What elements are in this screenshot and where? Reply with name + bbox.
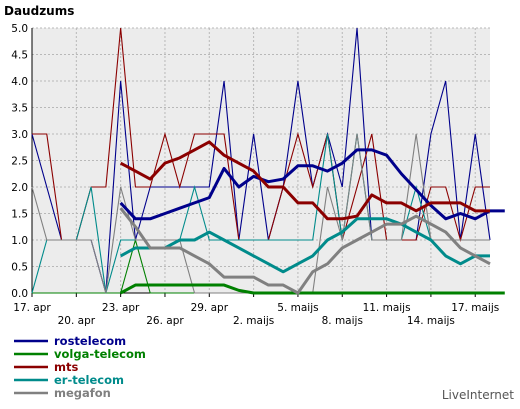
series-average-mts xyxy=(119,140,490,221)
y-tick-label: 0.5 xyxy=(11,262,28,274)
series-average-er-telecom xyxy=(119,217,490,274)
y-tick-label: 1.0 xyxy=(11,235,28,247)
legend-label-rostelecom: rostelecom xyxy=(54,334,126,348)
plot-area: 0.0 0.5 1.0 1.5 2.0 2.5 3.0 3.5 4.0 4.5 5.0 17. apr… xyxy=(11,23,505,327)
x-tick-label: 8. maijs xyxy=(322,315,363,327)
x-tick-label: 20. apr xyxy=(58,315,96,327)
series-average-rostelecom xyxy=(119,148,505,221)
x-tick-label: 29. apr xyxy=(191,302,229,314)
y-tick-label: 2.5 xyxy=(11,156,28,168)
x-tick-label: 26. apr xyxy=(146,315,184,327)
y-tick-label: 1.5 xyxy=(11,209,28,221)
x-tick-label: 14. maijs xyxy=(407,315,455,327)
y-tick-label: 2.0 xyxy=(11,182,28,194)
x-tick-label: 23. apr xyxy=(102,302,140,314)
legend-label-er-telecom: er-telecom xyxy=(54,373,124,387)
y-tick-label: 0.0 xyxy=(11,288,28,300)
series-average-megafon xyxy=(119,207,491,295)
series-line-er-telecom xyxy=(31,133,490,294)
watermark: LiveInternet xyxy=(442,388,514,402)
x-tick-label: 5. maijs xyxy=(277,302,318,314)
x-tick-label: 17. apr xyxy=(13,302,51,314)
y-tick-label: 4.0 xyxy=(11,76,28,88)
y-tick-label: 4.5 xyxy=(11,50,28,62)
legend-label-volga-telecom: volga-telecom xyxy=(54,347,146,361)
x-tick-label: 2. maijs xyxy=(233,315,274,327)
legend-label-megafon: megafon xyxy=(54,386,111,400)
legend: rostelecomvolga-telecommtser-telecommega… xyxy=(14,334,146,400)
x-tick-label: 11. maijs xyxy=(363,302,411,314)
y-tick-label: 3.0 xyxy=(11,129,28,141)
series-average-volga-telecom xyxy=(119,283,505,295)
chart-title: Daudzums xyxy=(4,4,74,18)
legend-label-mts: mts xyxy=(54,360,78,374)
x-tick-label: 17. maijs xyxy=(451,302,499,314)
y-tick-label: 5.0 xyxy=(11,23,28,35)
y-tick-label: 3.5 xyxy=(11,103,28,115)
